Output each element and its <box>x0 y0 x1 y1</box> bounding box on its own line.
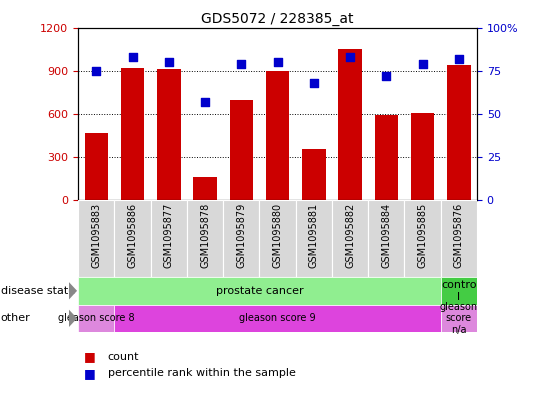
Bar <box>85 133 108 200</box>
Text: ■: ■ <box>84 350 95 364</box>
Point <box>92 68 101 74</box>
Bar <box>368 200 404 277</box>
Point <box>454 55 463 62</box>
Point <box>237 61 246 67</box>
Text: gleason score 9: gleason score 9 <box>239 313 316 323</box>
Bar <box>302 149 326 200</box>
Bar <box>266 71 289 200</box>
Bar <box>332 200 368 277</box>
Text: GSM1095880: GSM1095880 <box>273 203 282 268</box>
Text: count: count <box>108 352 139 362</box>
Bar <box>78 305 114 332</box>
Text: other: other <box>1 313 30 323</box>
Point <box>128 54 137 60</box>
Bar <box>296 200 332 277</box>
Text: GSM1095884: GSM1095884 <box>382 203 391 268</box>
Bar <box>441 200 477 277</box>
Text: GSM1095881: GSM1095881 <box>309 203 319 268</box>
Bar <box>411 112 434 200</box>
Polygon shape <box>69 282 77 299</box>
Text: disease state: disease state <box>1 286 75 296</box>
Text: ■: ■ <box>84 367 95 380</box>
Text: percentile rank within the sample: percentile rank within the sample <box>108 368 296 378</box>
Bar <box>441 277 477 305</box>
Point <box>164 59 173 65</box>
Bar <box>194 176 217 200</box>
Text: GSM1095886: GSM1095886 <box>128 203 137 268</box>
Bar <box>157 69 181 200</box>
Bar <box>114 305 441 332</box>
Bar <box>121 68 144 200</box>
Bar <box>187 200 223 277</box>
Bar <box>230 99 253 200</box>
Bar <box>447 65 471 200</box>
Bar <box>259 200 296 277</box>
Bar <box>338 49 362 200</box>
Point <box>309 80 318 86</box>
Bar <box>375 116 398 200</box>
Text: GSM1095883: GSM1095883 <box>91 203 101 268</box>
Point <box>201 99 209 105</box>
Bar <box>114 200 151 277</box>
Bar <box>78 200 114 277</box>
Title: GDS5072 / 228385_at: GDS5072 / 228385_at <box>202 13 354 26</box>
Text: GSM1095878: GSM1095878 <box>200 203 210 268</box>
Text: GSM1095885: GSM1095885 <box>418 203 427 268</box>
Point <box>273 59 282 65</box>
Text: prostate cancer: prostate cancer <box>216 286 303 296</box>
Text: GSM1095879: GSM1095879 <box>236 203 246 268</box>
Bar <box>151 200 187 277</box>
Text: GSM1095882: GSM1095882 <box>345 203 355 268</box>
Polygon shape <box>69 310 77 327</box>
Point <box>382 73 391 79</box>
Bar <box>223 200 259 277</box>
Text: GSM1095877: GSM1095877 <box>164 203 174 268</box>
Text: gleason
score
n/a: gleason score n/a <box>440 302 478 335</box>
Text: contro
l: contro l <box>441 280 476 301</box>
Point <box>418 61 427 67</box>
Text: gleason score 8: gleason score 8 <box>58 313 135 323</box>
Point <box>346 54 355 60</box>
Text: GSM1095876: GSM1095876 <box>454 203 464 268</box>
Bar <box>404 200 441 277</box>
Bar <box>441 305 477 332</box>
